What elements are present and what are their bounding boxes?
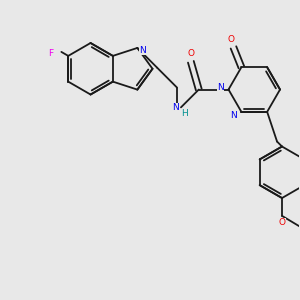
Text: N: N (217, 83, 224, 92)
Text: O: O (228, 35, 235, 44)
Text: N: N (139, 46, 146, 56)
Text: F: F (48, 50, 53, 58)
Text: N: N (172, 103, 178, 112)
Text: O: O (188, 50, 194, 58)
Text: H: H (182, 109, 188, 118)
Text: N: N (230, 111, 237, 120)
Text: O: O (278, 218, 286, 227)
